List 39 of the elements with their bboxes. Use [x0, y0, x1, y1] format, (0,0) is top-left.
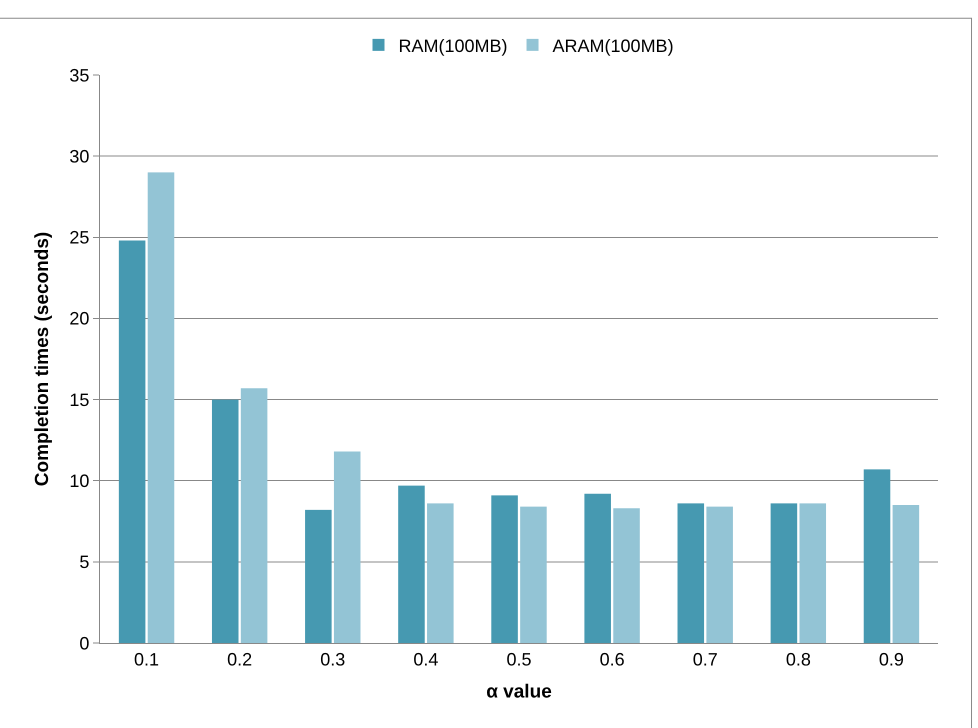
- y-tick-label: 35: [69, 65, 90, 86]
- x-tick-label: 0.4: [413, 650, 438, 670]
- bar: [118, 240, 146, 643]
- y-tick-label: 0: [79, 633, 90, 654]
- bar: [678, 503, 704, 643]
- x-tick-label: 0.5: [506, 650, 532, 670]
- y-tick-label: 20: [69, 308, 90, 329]
- legend-label: RAM(100MB): [398, 36, 508, 56]
- legend-label: ARAM(100MB): [552, 36, 674, 56]
- y-tick-label: 15: [69, 390, 90, 410]
- bar: [613, 508, 640, 643]
- x-axis-title: α value: [486, 681, 552, 702]
- y-axis-title: Completion times (seconds): [32, 232, 54, 486]
- x-tick-label: 0.3: [320, 650, 346, 670]
- x-tick-label: 0.7: [692, 650, 718, 670]
- y-tick-label: 25: [69, 228, 90, 248]
- y-tick-label: 10: [69, 471, 90, 492]
- y-tick-label: 30: [69, 146, 90, 166]
- bar: [398, 486, 425, 643]
- bar: [212, 400, 239, 643]
- x-tick-label: 0.9: [878, 650, 904, 670]
- y-tick-label: 5: [79, 552, 90, 572]
- bar: [584, 494, 611, 643]
- bar: [305, 510, 332, 643]
- bar: [491, 495, 518, 643]
- bar: [148, 172, 174, 643]
- x-tick-label: 0.6: [600, 650, 625, 670]
- bar: [864, 469, 890, 643]
- bar: [799, 503, 826, 643]
- bar: [334, 452, 360, 643]
- x-tick-label: 0.1: [134, 650, 160, 670]
- bar: [427, 503, 454, 643]
- bar: [892, 505, 920, 643]
- bar: [706, 506, 733, 643]
- bar: [770, 503, 798, 643]
- x-tick-label: 0.8: [786, 650, 811, 670]
- bar: [240, 388, 268, 643]
- x-tick-label: 0.2: [227, 650, 252, 670]
- bar: [520, 506, 547, 643]
